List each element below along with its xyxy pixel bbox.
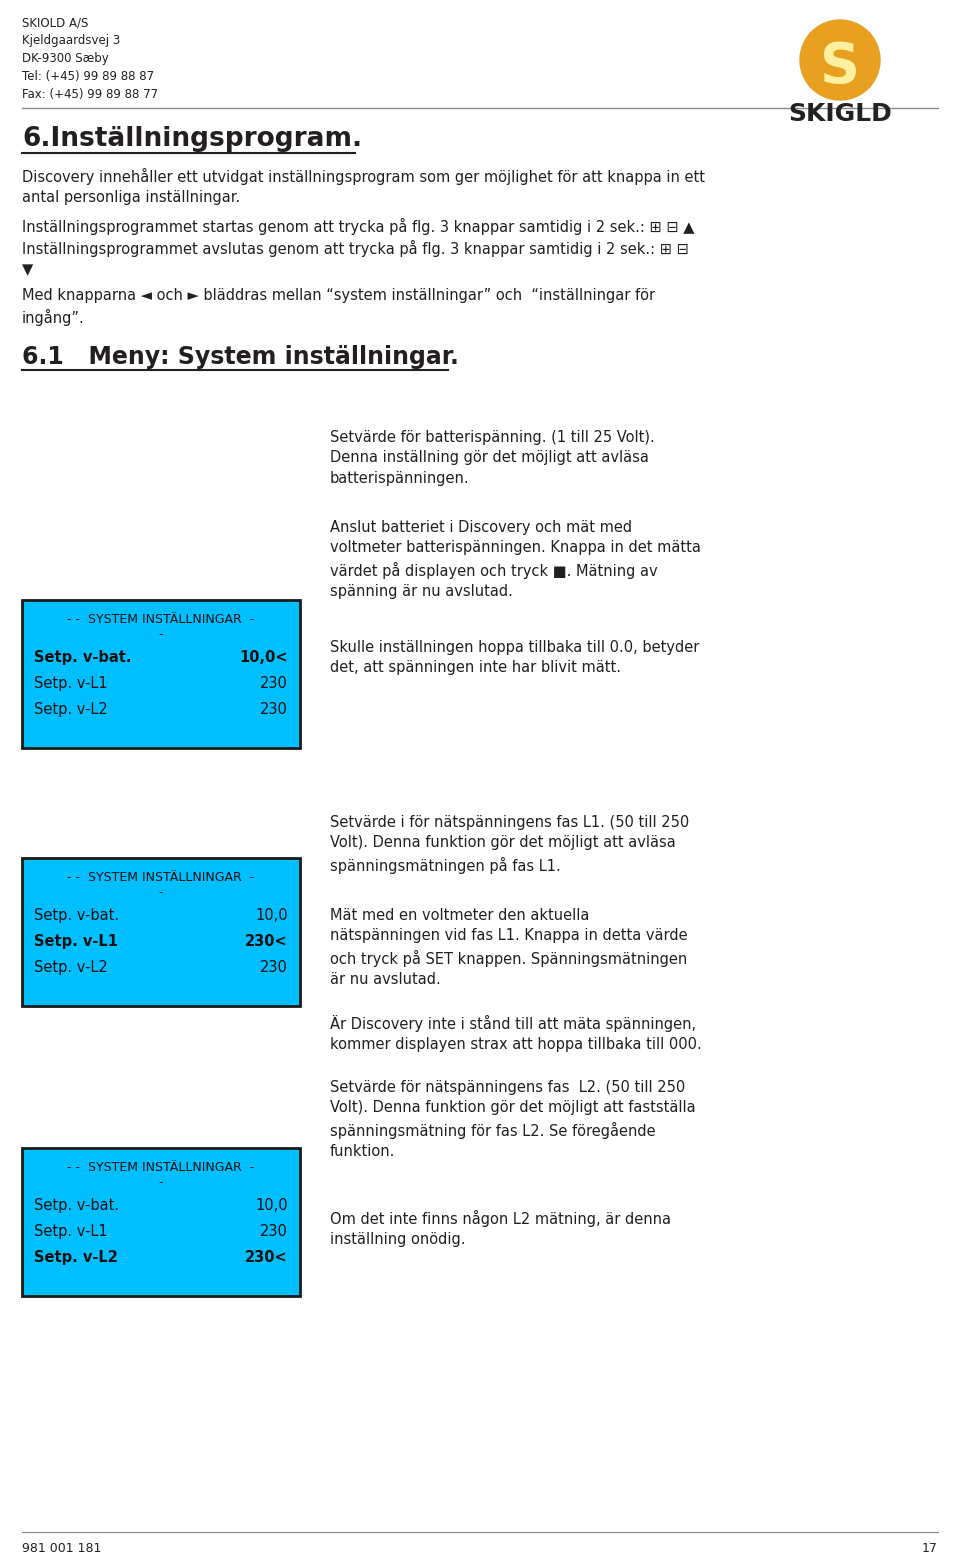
Text: DK-9300 Sæby: DK-9300 Sæby xyxy=(22,52,108,64)
Text: 981 001 181: 981 001 181 xyxy=(22,1541,102,1555)
Text: 10,0: 10,0 xyxy=(255,1198,288,1214)
Text: 230: 230 xyxy=(260,960,288,975)
Text: Discovery innehåller ett utvidgat inställningsprogram som ger möjlighet för att : Discovery innehåller ett utvidgat instäl… xyxy=(22,168,705,205)
Text: Inställningsprogrammet avslutas genom att trycka på flg. 3 knappar samtidig i 2 : Inställningsprogrammet avslutas genom at… xyxy=(22,240,689,257)
Text: SKIOLD A/S: SKIOLD A/S xyxy=(22,16,88,28)
Text: 10,0<: 10,0< xyxy=(239,651,288,665)
Text: Fax: (+45) 99 89 88 77: Fax: (+45) 99 89 88 77 xyxy=(22,88,158,100)
Text: Är Discovery inte i stånd till att mäta spänningen,
kommer displayen strax att h: Är Discovery inte i stånd till att mäta … xyxy=(330,1014,702,1052)
Text: - -  SYSTEM INSTÄLLNINGAR  -: - - SYSTEM INSTÄLLNINGAR - xyxy=(67,870,254,884)
Text: Setp. v-bat.: Setp. v-bat. xyxy=(34,651,132,665)
Text: S: S xyxy=(820,41,860,94)
Text: Setp. v-L1: Setp. v-L1 xyxy=(34,935,118,949)
Text: ▼: ▼ xyxy=(22,262,34,278)
FancyBboxPatch shape xyxy=(22,858,300,1007)
Text: -: - xyxy=(158,886,163,898)
Text: Setp. v-L2: Setp. v-L2 xyxy=(34,1250,118,1265)
Text: Setvärde för batterispänning. (1 till 25 Volt).
Denna inställning gör det möjlig: Setvärde för batterispänning. (1 till 25… xyxy=(330,430,655,486)
Text: Setp. v-L1: Setp. v-L1 xyxy=(34,676,108,691)
Text: 17: 17 xyxy=(923,1541,938,1555)
Text: Med knapparna ◄ och ► bläddras mellan “system inställningar” och  “inställningar: Med knapparna ◄ och ► bläddras mellan “s… xyxy=(22,289,655,326)
Text: Mät med en voltmeter den aktuella
nätspänningen vid fas L1. Knappa in detta värd: Mät med en voltmeter den aktuella nätspä… xyxy=(330,908,687,988)
Ellipse shape xyxy=(800,20,880,100)
Text: 6.Inställningsprogram.: 6.Inställningsprogram. xyxy=(22,125,362,152)
Text: Setp. v-bat.: Setp. v-bat. xyxy=(34,1198,119,1214)
Text: Tel: (+45) 99 89 88 87: Tel: (+45) 99 89 88 87 xyxy=(22,71,155,83)
Text: 230<: 230< xyxy=(245,935,288,949)
Text: Om det inte finns någon L2 mätning, är denna
inställning onödig.: Om det inte finns någon L2 mätning, är d… xyxy=(330,1210,671,1248)
FancyBboxPatch shape xyxy=(22,1148,300,1297)
Text: -: - xyxy=(158,629,163,641)
Text: Setp. v-L2: Setp. v-L2 xyxy=(34,960,108,975)
Text: Setvärde för nätspänningens fas  L2. (50 till 250
Volt). Denna funktion gör det : Setvärde för nätspänningens fas L2. (50 … xyxy=(330,1080,696,1159)
Text: -: - xyxy=(158,1176,163,1189)
Text: 230<: 230< xyxy=(245,1250,288,1265)
Text: Setp. v-L2: Setp. v-L2 xyxy=(34,702,108,717)
Text: 230: 230 xyxy=(260,676,288,691)
FancyBboxPatch shape xyxy=(22,601,300,748)
Text: - -  SYSTEM INSTÄLLNINGAR  -: - - SYSTEM INSTÄLLNINGAR - xyxy=(67,613,254,626)
Text: 230: 230 xyxy=(260,702,288,717)
Text: 10,0: 10,0 xyxy=(255,908,288,924)
Text: Skulle inställningen hoppa tillbaka till 0.0, betyder
det, att spänningen inte h: Skulle inställningen hoppa tillbaka till… xyxy=(330,640,700,676)
Text: 230: 230 xyxy=(260,1225,288,1239)
Text: 6.1   Meny: System inställningar.: 6.1 Meny: System inställningar. xyxy=(22,345,459,368)
Text: Setp. v-bat.: Setp. v-bat. xyxy=(34,908,119,924)
Text: Kjeldgaardsvej 3: Kjeldgaardsvej 3 xyxy=(22,34,120,47)
Text: Setp. v-L1: Setp. v-L1 xyxy=(34,1225,108,1239)
Text: Setvärde i för nätspänningens fas L1. (50 till 250
Volt). Denna funktion gör det: Setvärde i för nätspänningens fas L1. (5… xyxy=(330,815,689,873)
Text: - -  SYSTEM INSTÄLLNINGAR  -: - - SYSTEM INSTÄLLNINGAR - xyxy=(67,1160,254,1174)
Text: SKIGLD: SKIGLD xyxy=(788,102,892,125)
Text: Inställningsprogrammet startas genom att trycka på flg. 3 knappar samtidig i 2 s: Inställningsprogrammet startas genom att… xyxy=(22,218,694,235)
Text: Anslut batteriet i Discovery och mät med
voltmeter batterispänningen. Knappa in : Anslut batteriet i Discovery och mät med… xyxy=(330,521,701,599)
